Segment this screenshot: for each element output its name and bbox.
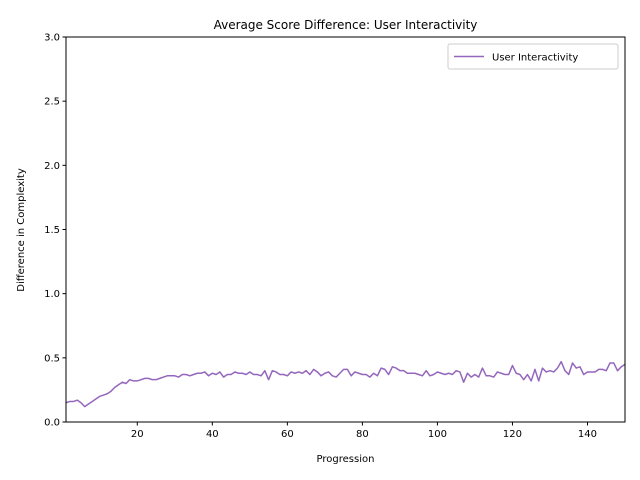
series-line-0 [65,360,626,408]
y-tick-label: 2.5 [44,97,60,108]
x-axis: 20 40 60 80 100 120 140 [131,422,597,440]
y-tick-label: 0.5 [44,353,60,364]
legend: User Interactivity [447,43,619,70]
y-tick-label: 1.5 [44,225,60,236]
y-tick-label: 3.0 [44,33,60,44]
x-axis-title: Progression [317,454,375,465]
legend-box [447,43,619,70]
x-tick-label: 120 [503,429,522,440]
x-tick-label: 80 [356,429,369,440]
legend-label: User Interactivity [492,53,578,64]
y-tick-label: 1.0 [44,289,60,300]
y-tick-label: 2.0 [44,161,60,172]
y-tick-label: 0.0 [44,418,60,429]
chart-title: Average Score Difference: User Interacti… [214,18,478,32]
x-tick-label: 100 [428,429,447,440]
x-tick-label: 40 [206,429,219,440]
x-tick-label: 60 [281,429,294,440]
x-tick-label: 20 [131,429,144,440]
y-axis: 0.0 0.5 1.0 1.5 2.0 2.5 3.0 [44,33,66,429]
x-tick-label: 140 [578,429,597,440]
plot-frame [65,36,626,423]
plot-area [65,36,626,423]
y-axis-title: Difference in Complexity [16,168,27,292]
